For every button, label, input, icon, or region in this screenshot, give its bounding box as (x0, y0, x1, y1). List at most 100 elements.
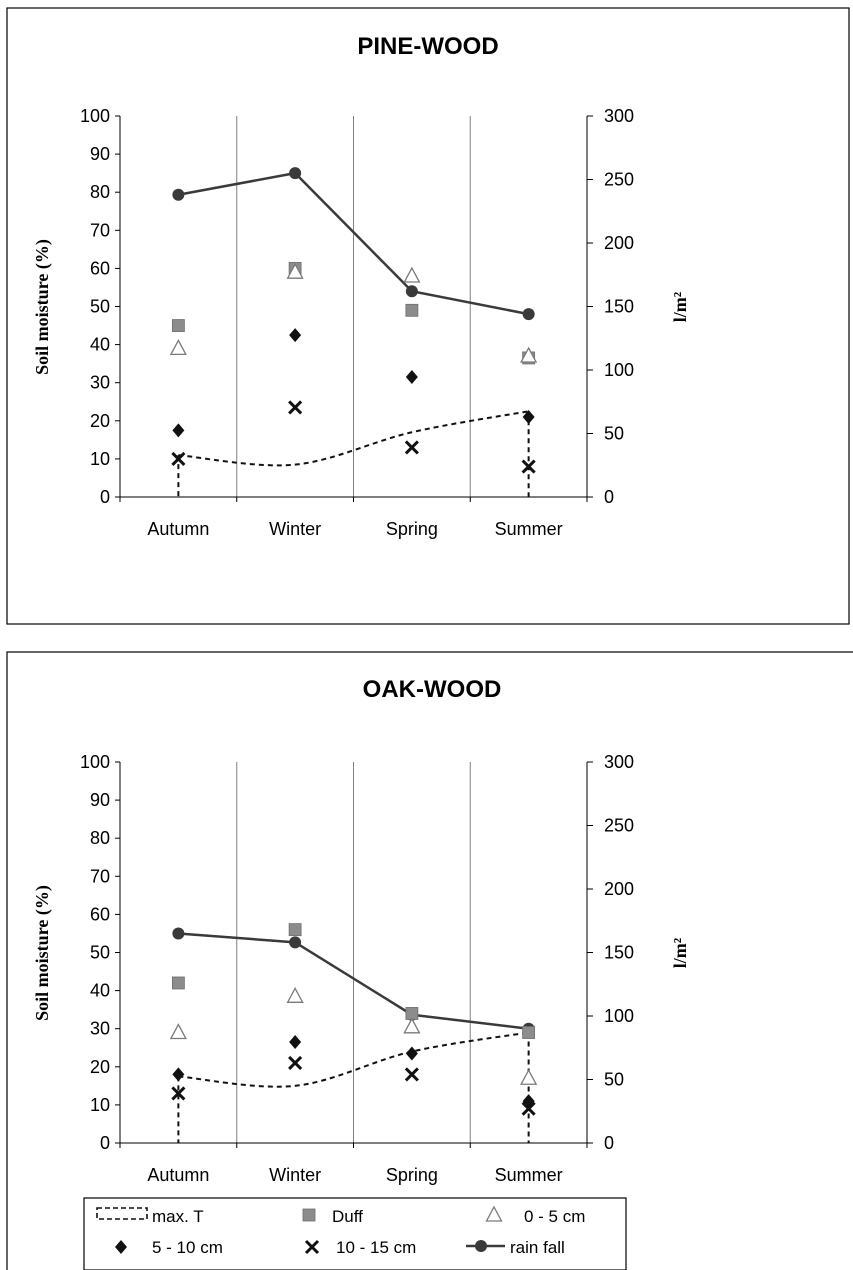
cross-stroke (304, 1239, 320, 1255)
series-max-t (177, 1031, 530, 1143)
y-tick-label: 60 (90, 904, 110, 924)
cm-5-10-point (289, 328, 302, 343)
plot-area: 0 10 20 30 40 50 60 70 80 90 100 0 50 100 150 200 250 300… (80, 752, 634, 1185)
cm-0-5-point (286, 986, 304, 1003)
legend-symbol-square (302, 1208, 316, 1222)
legend-item-duff: Duff (302, 1207, 363, 1226)
legend-item-0-5cm: 0 - 5 cm (485, 1205, 585, 1226)
oak-wood-chart: OAK-WOOD Soil moisture (%) l/m² 0 10 20 30 4… (6, 651, 853, 1270)
y-axis-label: Soil moisture (%) (32, 885, 53, 1021)
cm-0-5-point (520, 346, 538, 363)
y-tick-label: 80 (90, 182, 110, 202)
y-tick-label: 100 (80, 106, 110, 126)
rain-fall-line (178, 171, 529, 316)
cm-0-5-point (520, 1068, 538, 1085)
diamond-symbol (115, 1240, 127, 1254)
cm-10-15-point (404, 1067, 419, 1082)
series-rain-fall (172, 167, 535, 321)
cm-10-15-point (171, 1086, 186, 1101)
legend-item-rain-fall: rain fall (466, 1238, 565, 1257)
cm-0-5-point (403, 1017, 421, 1034)
cross-stroke (171, 451, 186, 466)
y2-tick-label: 100 (604, 1006, 634, 1026)
legend-label: Duff (332, 1207, 363, 1226)
x-tick-label: Autumn (147, 519, 209, 539)
y-tick-label: 20 (90, 411, 110, 431)
y-tick-label: 0 (100, 1133, 110, 1153)
y-tick-label: 70 (90, 220, 110, 240)
cm-0-5-point (169, 339, 187, 356)
cm-0-5-point (403, 266, 421, 283)
y2-tick-label: 50 (604, 1070, 624, 1090)
y2-tick-label: 50 (604, 424, 624, 444)
y-tick-label: 20 (90, 1057, 110, 1077)
legend-symbol-diamond (115, 1240, 127, 1254)
circle-symbol (475, 1240, 487, 1252)
cm-5-10-point (289, 1035, 302, 1050)
cross-stroke (288, 400, 303, 415)
cross-stroke (171, 1086, 186, 1101)
cm-0-5-point (169, 1023, 187, 1040)
y2-axis-label: l/m² (670, 292, 690, 322)
legend-box (83, 1197, 627, 1270)
y-tick-label: 40 (90, 981, 110, 1001)
series-max-t (177, 410, 530, 497)
legend-label: 10 - 15 cm (336, 1238, 416, 1257)
cm-5-10-point (172, 423, 185, 438)
duff-point (405, 303, 419, 317)
cm-10-15-point (288, 1055, 303, 1071)
triangle-symbol (485, 1205, 503, 1222)
legend-symbol-triangle (485, 1205, 503, 1222)
y-tick-label: 40 (90, 335, 110, 355)
legend-symbol-dashed-line (96, 1207, 148, 1220)
y-tick-label: 50 (90, 297, 110, 317)
cross-stroke (288, 1055, 303, 1071)
cm-5-10-point (405, 369, 418, 384)
y2-axis-label: l/m² (670, 938, 690, 968)
rain-fall-point (172, 927, 185, 940)
legend-symbol-line-circle (466, 1240, 505, 1252)
x-tick-label: Summer (495, 1165, 563, 1185)
y2-tick-label: 250 (604, 170, 634, 190)
rain-fall-point (289, 936, 302, 949)
chart-frame (6, 7, 850, 625)
series-duff (171, 923, 536, 1039)
y2-tick-label: 300 (604, 752, 634, 772)
chart-title: PINE-WOOD (357, 33, 498, 60)
y-tick-label: 60 (90, 258, 110, 278)
duff-point (171, 319, 185, 332)
cross-stroke (404, 1067, 419, 1082)
dashed-line-symbol (96, 1207, 148, 1220)
duff-point (522, 1026, 536, 1039)
cm-10-15-point (171, 451, 186, 466)
y2-tick-label: 0 (604, 487, 614, 507)
y2-tick-label: 0 (604, 1133, 614, 1153)
legend-label: 0 - 5 cm (524, 1207, 585, 1226)
legend-symbol-cross (304, 1239, 320, 1255)
duff-point (171, 976, 185, 990)
cm-10-15-point (521, 459, 536, 474)
y2-tick-label: 150 (604, 943, 634, 963)
cross-stroke (521, 1101, 536, 1116)
y-tick-label: 30 (90, 1019, 110, 1039)
cm-10-15-point (288, 400, 303, 415)
x-tick-label: Summer (495, 519, 563, 539)
y2-tick-label: 300 (604, 106, 634, 126)
cross-symbol (304, 1239, 320, 1255)
x-tick-label: Autumn (147, 1165, 209, 1185)
series-cm-0-5 (169, 262, 538, 363)
chart-title: OAK-WOOD (363, 676, 502, 703)
legend-label: max. T (152, 1207, 204, 1226)
rain-fall-line (178, 932, 529, 1030)
pine-wood-chart: PINE-WOOD Soil moisture (%) l/m² 0 10 20 30… (6, 7, 850, 625)
cm-10-15-point (521, 1101, 536, 1116)
rain-fall-point (289, 167, 302, 180)
cross-stroke (404, 440, 419, 455)
y-tick-label: 10 (90, 449, 110, 469)
y-tick-label: 30 (90, 373, 110, 393)
rain-fall-point (172, 188, 185, 201)
y-tick-label: 90 (90, 144, 110, 164)
duff-point (288, 923, 302, 937)
legend: max. T Duff 0 - 5 cm 5 - 10 cm 10 - 15 c… (83, 1197, 627, 1270)
